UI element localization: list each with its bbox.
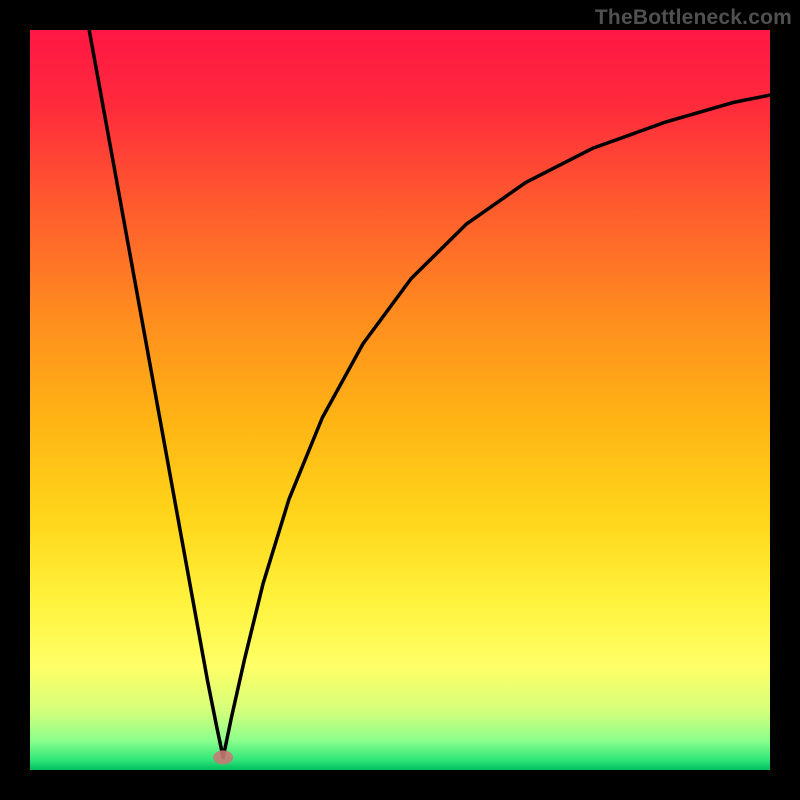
bottleneck-curve (30, 30, 770, 770)
plot-area (30, 30, 770, 770)
vertex-marker (213, 750, 233, 764)
curve-right-branch (223, 95, 770, 757)
curve-left-branch (89, 30, 223, 757)
watermark-text: TheBottleneck.com (595, 6, 792, 30)
